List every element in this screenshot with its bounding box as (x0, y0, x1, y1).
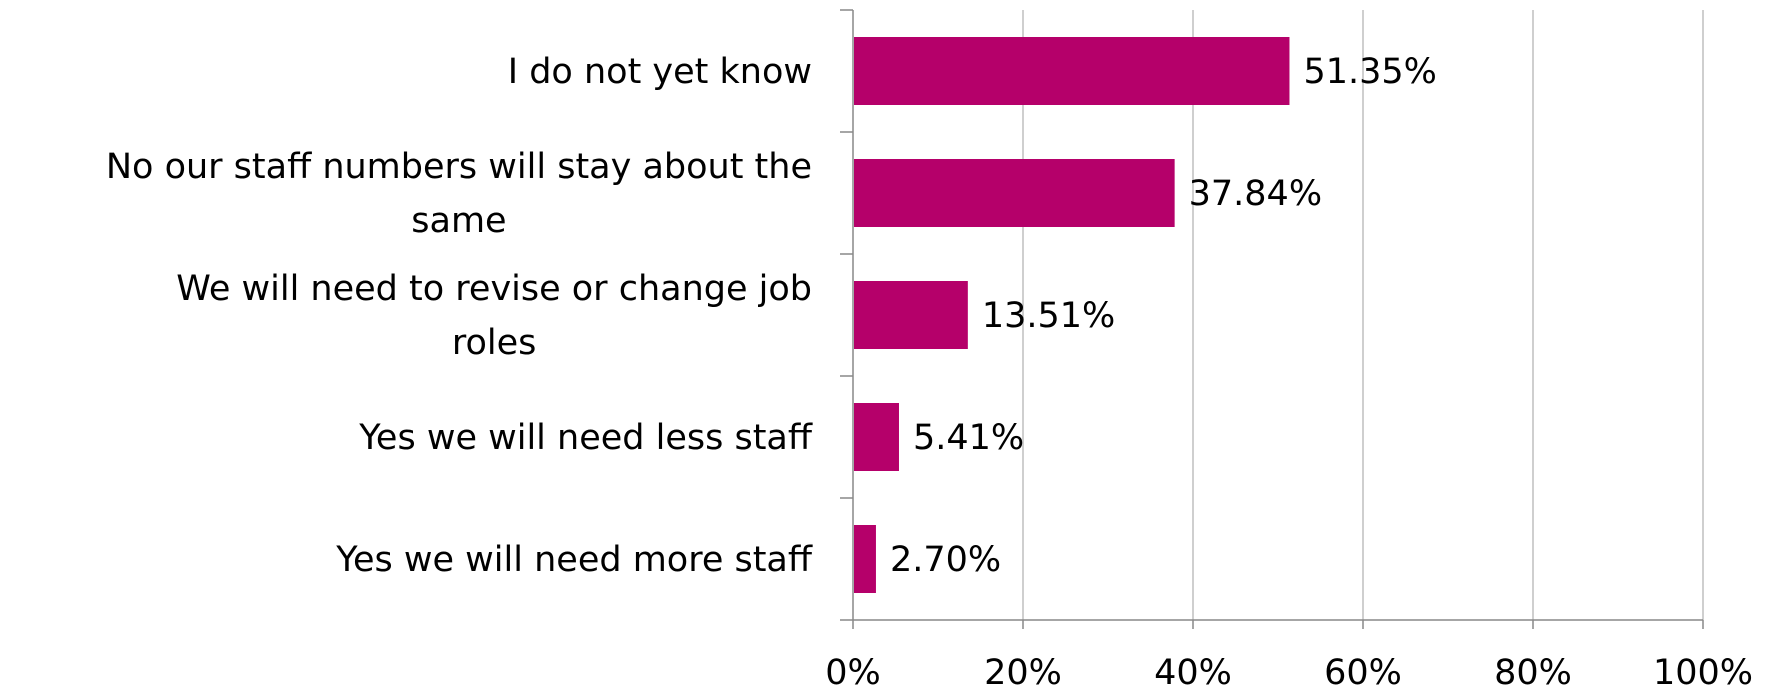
category-label: No our staff numbers will stay about the… (106, 147, 812, 241)
data-label: 13.51% (982, 296, 1115, 336)
category-label: We will need to revise or change job role… (176, 269, 812, 363)
x-tick-label: 0% (825, 653, 881, 693)
bars (854, 37, 1290, 593)
category-label-line: We will need to revise or change job (176, 269, 812, 309)
data-label: 2.70% (890, 540, 1001, 580)
data-label: 5.41% (913, 418, 1024, 458)
category-label-line: No our staff numbers will stay about the (106, 147, 812, 187)
category-label-line: same (411, 201, 506, 241)
bar (854, 159, 1175, 227)
data-label: 37.84% (1189, 174, 1322, 214)
bar (854, 403, 899, 471)
bar (854, 281, 968, 349)
category-label: I do not yet know (508, 52, 812, 92)
category-label-line: I do not yet know (508, 52, 812, 92)
x-tick-label: 80% (1494, 653, 1572, 693)
category-label-line: roles (452, 323, 537, 363)
x-tick-label: 100% (1653, 653, 1753, 693)
x-tick-label: 60% (1324, 653, 1402, 693)
labels: 0% 20% 40% 60% 80% 100% 51.35% I do not yet kno… (106, 52, 1753, 693)
data-label: 51.35% (1303, 52, 1436, 92)
category-label-line: Yes we will need more staff (335, 540, 813, 580)
bar (854, 37, 1290, 105)
x-tick-label: 40% (1154, 653, 1232, 693)
x-tick-label: 20% (984, 653, 1062, 693)
gridlines (1022, 10, 1704, 620)
category-label: Yes we will need less staff (358, 418, 813, 458)
bar (854, 525, 876, 593)
category-label: Yes we will need more staff (335, 540, 813, 580)
category-label-line: Yes we will need less staff (358, 418, 813, 458)
axes (840, 9, 1704, 629)
